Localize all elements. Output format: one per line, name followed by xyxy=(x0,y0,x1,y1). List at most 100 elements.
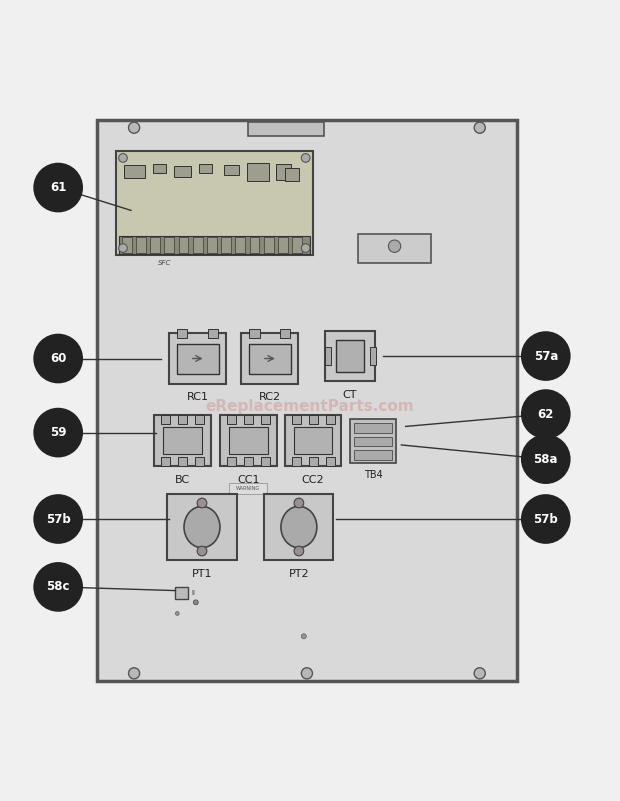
Circle shape xyxy=(35,335,82,382)
Circle shape xyxy=(193,600,198,605)
FancyBboxPatch shape xyxy=(221,237,231,253)
FancyBboxPatch shape xyxy=(244,415,253,424)
FancyBboxPatch shape xyxy=(276,164,291,179)
FancyBboxPatch shape xyxy=(177,344,219,374)
FancyBboxPatch shape xyxy=(355,450,392,460)
FancyBboxPatch shape xyxy=(261,457,270,466)
FancyBboxPatch shape xyxy=(264,493,334,561)
FancyBboxPatch shape xyxy=(195,415,204,424)
Circle shape xyxy=(474,122,485,133)
Circle shape xyxy=(522,391,569,437)
Text: 58a: 58a xyxy=(534,453,558,465)
FancyBboxPatch shape xyxy=(207,237,217,253)
FancyBboxPatch shape xyxy=(122,237,131,253)
FancyBboxPatch shape xyxy=(355,424,392,433)
Text: PT2: PT2 xyxy=(288,569,309,579)
Text: 57b: 57b xyxy=(533,513,558,525)
Circle shape xyxy=(197,498,207,508)
FancyBboxPatch shape xyxy=(174,166,192,177)
FancyBboxPatch shape xyxy=(326,415,335,424)
FancyBboxPatch shape xyxy=(291,457,301,466)
FancyBboxPatch shape xyxy=(153,164,166,173)
FancyBboxPatch shape xyxy=(175,587,188,599)
FancyBboxPatch shape xyxy=(164,237,174,253)
FancyBboxPatch shape xyxy=(136,237,146,253)
FancyBboxPatch shape xyxy=(285,167,299,181)
Circle shape xyxy=(175,612,179,615)
FancyBboxPatch shape xyxy=(236,237,245,253)
Circle shape xyxy=(294,546,304,556)
Text: eReplacementParts.com: eReplacementParts.com xyxy=(206,399,414,414)
Circle shape xyxy=(388,240,401,252)
FancyBboxPatch shape xyxy=(355,437,392,446)
FancyBboxPatch shape xyxy=(241,333,298,384)
Text: 57b: 57b xyxy=(46,513,71,525)
Circle shape xyxy=(301,154,310,163)
Text: 57a: 57a xyxy=(534,349,558,363)
FancyBboxPatch shape xyxy=(261,415,270,424)
FancyBboxPatch shape xyxy=(278,237,288,253)
Circle shape xyxy=(474,668,485,679)
FancyBboxPatch shape xyxy=(325,347,330,365)
FancyBboxPatch shape xyxy=(370,347,376,365)
FancyBboxPatch shape xyxy=(280,329,290,338)
FancyBboxPatch shape xyxy=(118,235,310,254)
FancyBboxPatch shape xyxy=(193,237,203,253)
FancyBboxPatch shape xyxy=(264,237,273,253)
Circle shape xyxy=(301,634,306,638)
FancyBboxPatch shape xyxy=(169,333,226,384)
FancyBboxPatch shape xyxy=(161,457,170,466)
FancyBboxPatch shape xyxy=(224,165,239,175)
FancyBboxPatch shape xyxy=(178,415,187,424)
FancyBboxPatch shape xyxy=(325,331,375,381)
FancyBboxPatch shape xyxy=(178,457,187,466)
FancyBboxPatch shape xyxy=(177,329,187,338)
FancyBboxPatch shape xyxy=(229,482,267,493)
FancyBboxPatch shape xyxy=(220,415,277,466)
Text: RC1: RC1 xyxy=(187,392,209,402)
Circle shape xyxy=(118,154,127,163)
Text: SFC: SFC xyxy=(158,260,172,266)
Text: 60: 60 xyxy=(50,352,66,365)
Text: CT: CT xyxy=(343,390,357,400)
Text: CC2: CC2 xyxy=(302,474,324,485)
FancyBboxPatch shape xyxy=(309,457,317,466)
FancyBboxPatch shape xyxy=(163,428,202,454)
Circle shape xyxy=(301,244,310,252)
FancyBboxPatch shape xyxy=(249,344,291,374)
Circle shape xyxy=(301,668,312,679)
FancyBboxPatch shape xyxy=(350,419,396,464)
FancyBboxPatch shape xyxy=(294,428,332,454)
FancyBboxPatch shape xyxy=(167,493,237,561)
FancyBboxPatch shape xyxy=(249,329,260,338)
Circle shape xyxy=(128,122,140,133)
Text: CC1: CC1 xyxy=(237,474,260,485)
Text: 59: 59 xyxy=(50,426,66,439)
FancyBboxPatch shape xyxy=(179,237,188,253)
FancyBboxPatch shape xyxy=(309,415,317,424)
Circle shape xyxy=(35,563,82,610)
Circle shape xyxy=(522,332,569,380)
FancyBboxPatch shape xyxy=(123,165,145,179)
FancyBboxPatch shape xyxy=(97,119,516,682)
Circle shape xyxy=(522,496,569,542)
Text: WARNING: WARNING xyxy=(236,485,260,491)
FancyBboxPatch shape xyxy=(195,457,204,466)
FancyBboxPatch shape xyxy=(249,237,259,253)
FancyBboxPatch shape xyxy=(227,457,236,466)
FancyBboxPatch shape xyxy=(208,329,218,338)
FancyBboxPatch shape xyxy=(227,415,236,424)
Text: 62: 62 xyxy=(538,408,554,421)
Text: II: II xyxy=(191,590,195,596)
FancyBboxPatch shape xyxy=(154,415,211,466)
Text: 61: 61 xyxy=(50,181,66,194)
Text: 58c: 58c xyxy=(46,581,70,594)
Circle shape xyxy=(35,496,82,542)
Text: TB4: TB4 xyxy=(364,469,383,480)
Circle shape xyxy=(35,164,82,211)
Circle shape xyxy=(301,122,312,133)
Ellipse shape xyxy=(184,506,220,548)
FancyBboxPatch shape xyxy=(285,415,342,466)
Circle shape xyxy=(35,409,82,456)
FancyBboxPatch shape xyxy=(292,237,302,253)
